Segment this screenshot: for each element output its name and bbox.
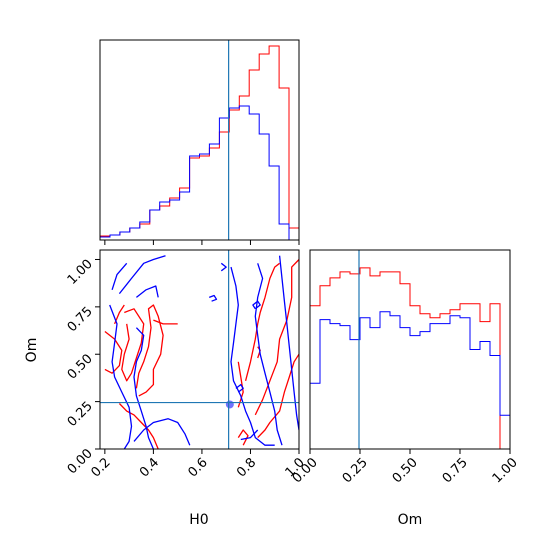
om-hist-series-blue: [309, 311, 511, 449]
x-axis-label-om: Om: [398, 512, 423, 528]
contour-blue-16: [133, 418, 191, 446]
contour-blue-25: [240, 429, 259, 441]
contour-blue-23: [252, 300, 261, 310]
joint-y-tick-label-1: 0.25: [65, 399, 96, 430]
h0-histogram-panel: [99, 39, 300, 245]
y-axis-label-om: Om: [24, 338, 40, 363]
joint-contours: [104, 255, 299, 449]
contour-red-9: [257, 353, 299, 439]
contour-blue-18: [220, 262, 227, 272]
joint-x-tick-label-1: 0.4: [137, 455, 162, 480]
contour-blue-22: [278, 255, 299, 431]
contour-red-10: [237, 361, 244, 408]
contour-red-7: [254, 259, 299, 416]
contour-blue-15: [133, 327, 154, 449]
om-x-tick-label-1: 0.25: [340, 455, 371, 486]
h0-hist-series-blue: [99, 105, 299, 241]
contour-red-1: [121, 308, 145, 382]
contour-blue-24: [235, 383, 244, 393]
joint-y-tick-label-2: 0.50: [65, 351, 96, 382]
contour-red-3: [118, 403, 159, 449]
contour-red-8: [244, 262, 280, 381]
contour-red-4: [153, 319, 178, 325]
joint-contour-panel: 0.2 0.4 0.6 0.8 1.00.000.250.500.751.00: [65, 249, 308, 480]
contour-blue-17: [135, 285, 159, 298]
contour-blue-20: [230, 266, 275, 446]
contour-blue-13: [118, 255, 166, 295]
contour-blue-19: [208, 294, 218, 302]
contour-red-2: [135, 304, 164, 397]
h0-hist-frame: [99, 39, 300, 241]
om-hist-series-red: [309, 267, 510, 450]
om-x-tick-label-2: 0.50: [390, 455, 421, 486]
contour-red-0: [104, 330, 123, 374]
density-peak-blob: [225, 400, 234, 409]
om-x-tick-label-4: 1.00: [490, 455, 521, 486]
om-histogram-panel: 0.00 0.25 0.50 0.75 1.00: [290, 249, 521, 486]
joint-x-tick-label-3: 0.8: [234, 455, 259, 480]
joint-frame: [99, 249, 300, 450]
contour-blue-12: [109, 304, 133, 449]
x-axis-label-h0: H0: [189, 512, 208, 528]
joint-x-tick-label-2: 0.6: [186, 455, 211, 480]
joint-y-tick-label-4: 1.00: [65, 257, 96, 288]
om-x-tick-label-3: 0.75: [440, 455, 471, 486]
contour-blue-14: [111, 262, 128, 290]
joint-y-tick-label-3: 0.75: [65, 304, 96, 335]
contour-red-6: [237, 429, 249, 446]
contour-blue-21: [254, 263, 283, 446]
